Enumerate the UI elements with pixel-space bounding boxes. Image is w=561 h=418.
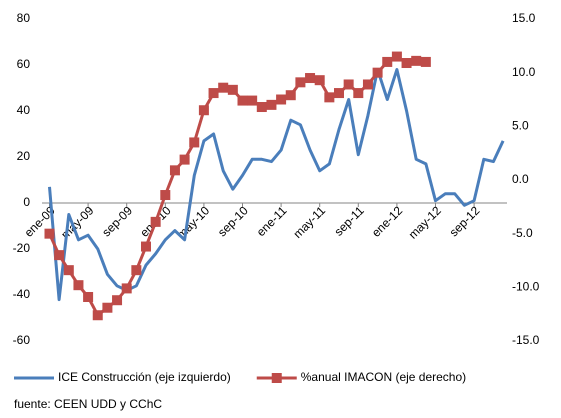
y-tick-label: 20 xyxy=(17,149,31,163)
point-marker xyxy=(256,102,267,113)
point-marker xyxy=(247,95,258,106)
point-marker xyxy=(305,73,316,84)
x-tick-label: may-11 xyxy=(290,203,328,241)
point-marker xyxy=(314,75,325,86)
y-tick-label: -40 xyxy=(13,287,31,301)
source-note: fuente: CEEN UDD y CChC xyxy=(14,397,162,411)
point-marker xyxy=(285,90,296,101)
x-tick-label: ene-11 xyxy=(254,203,290,239)
point-marker xyxy=(372,67,383,78)
point-marker xyxy=(401,58,412,69)
point-marker xyxy=(63,265,74,276)
point-marker xyxy=(276,94,287,105)
point-marker xyxy=(112,295,123,306)
y-tick-label: 0 xyxy=(23,195,30,209)
x-tick-label: sep-11 xyxy=(331,203,366,238)
legend-label: ICE Construcción (eje izquierdo) xyxy=(58,370,231,384)
point-marker xyxy=(334,88,344,99)
point-marker xyxy=(102,302,113,313)
x-tick-label: may-12 xyxy=(406,203,444,241)
point-marker xyxy=(382,56,393,67)
point-marker xyxy=(420,56,431,67)
y2-tick-label: 0.0 xyxy=(512,172,529,186)
point-marker xyxy=(343,79,354,90)
y2-tick-label: -10.0 xyxy=(512,280,540,294)
point-marker xyxy=(391,51,402,62)
legend-marker xyxy=(271,373,282,383)
x-tick-label: ene-12 xyxy=(369,203,406,240)
point-marker xyxy=(208,88,219,99)
point-marker xyxy=(169,165,180,176)
y-tick-label: 40 xyxy=(17,103,31,117)
point-marker xyxy=(362,79,373,90)
point-marker xyxy=(150,216,161,227)
point-marker xyxy=(218,82,229,93)
y2-tick-label: 10.0 xyxy=(512,65,536,79)
y2-tick-label: -15.0 xyxy=(512,333,540,347)
x-tick-label: sep-12 xyxy=(447,203,483,239)
point-marker xyxy=(131,265,142,276)
point-marker xyxy=(44,228,55,239)
point-marker xyxy=(324,92,335,103)
x-tick-label: sep-10 xyxy=(215,203,251,239)
x-tick-label: sep-09 xyxy=(99,203,135,239)
point-marker xyxy=(73,280,84,291)
legend-label: %anual IMACON (eje derecho) xyxy=(301,370,466,384)
y-tick-label: 60 xyxy=(17,57,31,71)
point-marker xyxy=(141,241,151,252)
y2-tick-label: -5.0 xyxy=(512,226,533,240)
point-marker xyxy=(121,283,132,294)
point-marker xyxy=(353,88,364,99)
y2-tick-label: 15.0 xyxy=(512,11,536,25)
point-marker xyxy=(160,190,171,201)
point-marker xyxy=(227,84,238,95)
point-marker xyxy=(295,77,306,88)
series-line xyxy=(48,55,427,317)
point-marker xyxy=(198,105,209,116)
point-marker xyxy=(92,310,103,321)
point-marker xyxy=(237,95,248,106)
point-marker xyxy=(179,154,190,165)
y-tick-label: -20 xyxy=(13,241,31,255)
point-marker xyxy=(54,250,65,261)
y-tick-label: 80 xyxy=(17,11,31,25)
point-marker xyxy=(83,291,94,302)
point-marker xyxy=(189,137,200,148)
point-marker xyxy=(266,99,277,110)
point-marker xyxy=(411,55,422,66)
y-tick-label: -60 xyxy=(13,333,31,347)
y2-tick-label: 5.0 xyxy=(512,119,529,133)
